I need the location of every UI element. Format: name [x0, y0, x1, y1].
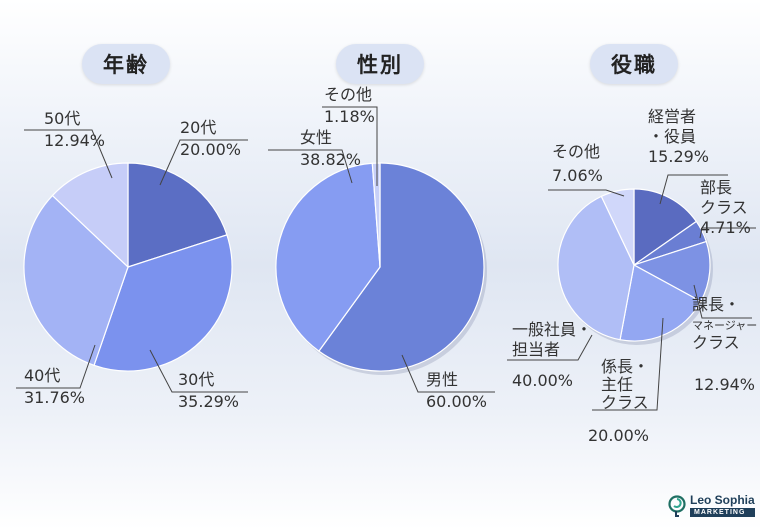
logo-name: Leo Sophia — [690, 493, 755, 507]
slice-label-text: 40代 — [24, 366, 60, 385]
slice-label-text: クラス — [700, 198, 748, 217]
leo-sophia-logo-icon — [668, 494, 686, 517]
leader-line — [548, 189, 625, 197]
slice-label-text: ・役員 — [648, 127, 696, 146]
slice-label-text: 35.29% — [178, 392, 239, 411]
slice-percent-text: 12.94% — [694, 375, 755, 394]
leader-line — [401, 354, 495, 393]
slice-label-text: 7.06% — [552, 166, 603, 185]
chart-title-gender: 性別 — [336, 44, 424, 84]
pie-slice — [557, 195, 635, 341]
leader-line — [149, 349, 248, 393]
slice-label-text: 20.00% — [180, 140, 241, 159]
slice-label-text: 20代 — [180, 118, 216, 137]
slice-label: その他 1.18% — [322, 85, 378, 186]
brand-logo: Leo Sophia MARKETING — [668, 494, 755, 517]
slice-label: 20代 20.00% — [159, 118, 248, 186]
slice-label-text: 主任 — [601, 375, 633, 394]
slice-label-text: クラス — [601, 393, 649, 412]
leader-line — [268, 149, 353, 184]
slice-label-text: 31.76% — [24, 388, 85, 407]
pie-slice — [275, 162, 381, 352]
slice-label-text: 課長・ — [692, 295, 740, 314]
pie-slice — [619, 264, 702, 342]
slice-label-text: 30代 — [178, 370, 214, 389]
slice-label-text: 係長・ — [601, 357, 649, 376]
pie-slice — [127, 162, 228, 268]
leader-line — [507, 334, 593, 361]
slice-label: 男性 60.00% — [401, 354, 495, 411]
leader-line — [699, 227, 756, 239]
slice-label-text: 38.82% — [300, 150, 361, 169]
chart-title-age: 年齢 — [82, 44, 170, 84]
leader-line — [159, 139, 248, 186]
slice-label-text: その他 — [552, 142, 600, 161]
slice-label: 女性 38.82% — [268, 128, 361, 184]
slice-label-text: クラス — [692, 333, 740, 352]
slice-label: 一般社員・担当者 40.00% — [507, 320, 593, 390]
slice-label-text: 男性 — [426, 370, 458, 389]
slice-label-text: 4.71% — [700, 218, 751, 237]
pie-slice — [633, 188, 698, 267]
slice-label-text: 1.18% — [324, 107, 375, 126]
slice-label-text: 部長 — [700, 178, 732, 197]
slice-label-text: 女性 — [300, 128, 332, 147]
pie-slice — [371, 162, 381, 268]
slice-label-text: 12.94% — [44, 131, 105, 150]
slice-label: その他 7.06% — [548, 142, 625, 197]
leader-line — [592, 317, 664, 411]
slice-label-text: マネージャー — [692, 319, 757, 332]
chart-title-position: 役職 — [590, 44, 678, 84]
pie-slice — [51, 162, 129, 269]
pie-slice — [23, 194, 129, 367]
slice-label-text: 50代 — [44, 109, 80, 128]
slice-label-text: 60.00% — [426, 392, 487, 411]
leader-line — [16, 344, 96, 389]
pie-slice — [632, 240, 711, 303]
slice-label: 40代 31.76% — [16, 344, 96, 407]
pie-slice — [600, 188, 635, 266]
slice-label-text: 経営者 — [648, 107, 696, 126]
slice-label-text: 担当者 — [512, 340, 560, 359]
logo-tagline: MARKETING — [690, 508, 755, 517]
slice-label: 30代 35.29% — [149, 349, 248, 411]
leader-line — [659, 174, 728, 205]
slice-label-text: 15.29% — [648, 147, 709, 166]
leader-line — [693, 284, 752, 319]
slice-percent-text: 40.00% — [512, 371, 573, 390]
leader-line — [322, 106, 378, 186]
slice-label-text: その他 — [324, 85, 372, 104]
leader-line — [24, 129, 113, 179]
pie-slice — [318, 162, 485, 372]
slice-percent-text: 20.00% — [588, 426, 649, 445]
slice-label-text: 一般社員・ — [512, 320, 592, 339]
pie-slice — [93, 234, 233, 372]
slice-label: 50代 12.94% — [24, 109, 113, 179]
